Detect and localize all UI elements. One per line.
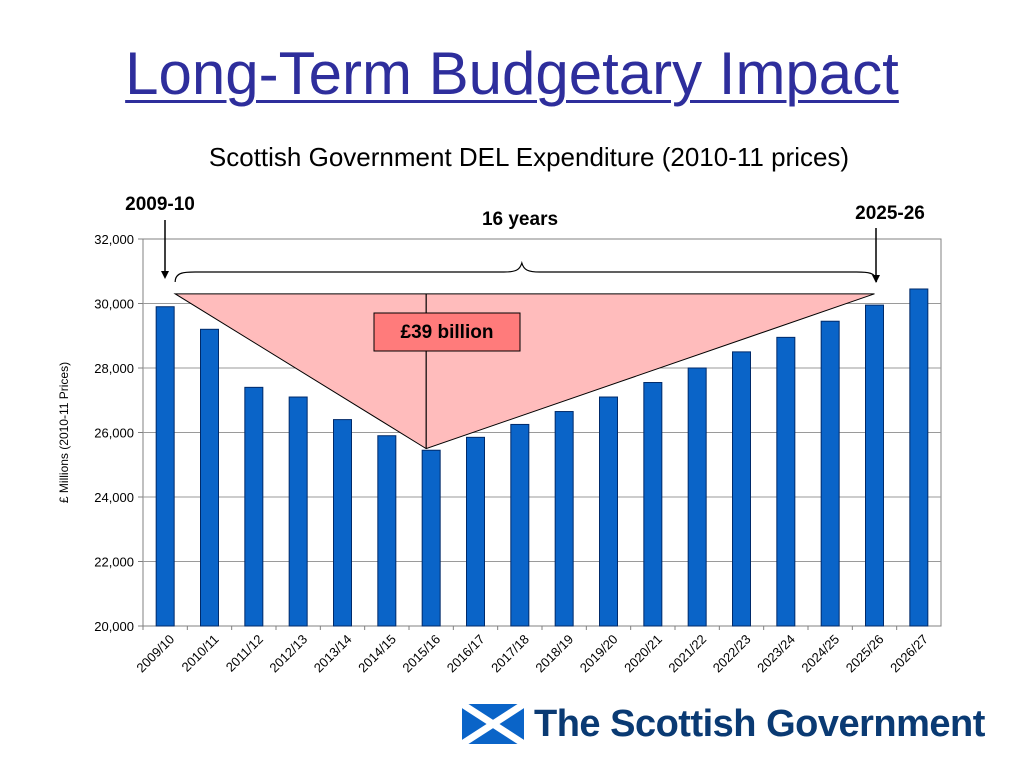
- y-axis-ticks: 20,000 22,000 24,000 26,000 28,000 30,000 32,0…: [57, 232, 143, 634]
- y-tick-label: 26,000: [94, 426, 134, 441]
- bar: [643, 382, 663, 627]
- y-tick-label: 30,000: [94, 297, 134, 312]
- bar: [466, 436, 485, 627]
- x-tick-label: 2019/20: [577, 632, 621, 676]
- x-tick-label: 2025/26: [843, 632, 887, 676]
- x-tick-label: 2017/18: [488, 632, 532, 676]
- x-tick-label: 2012/13: [266, 632, 310, 676]
- x-tick-label: 2022/23: [710, 632, 754, 676]
- span-label: 16 years: [482, 209, 558, 230]
- gap-label-box: [373, 312, 521, 352]
- bar: [200, 328, 219, 627]
- bar: [865, 304, 884, 627]
- bar: [909, 288, 929, 627]
- scottish-government-logo: The Scottish Government: [462, 700, 985, 750]
- slide-title: Long-Term Budgetary Impact: [125, 40, 899, 107]
- x-tick-label: 2016/17: [444, 632, 488, 676]
- x-tick-label: 2024/25: [798, 632, 842, 676]
- y-tick-label: 22,000: [94, 555, 134, 570]
- x-tick-label: 2023/24: [754, 632, 798, 676]
- bar: [155, 306, 175, 627]
- y-tick-label: 20,000: [94, 619, 134, 634]
- annotations: 2009-10 2025-26 16 years £39 billion: [125, 194, 925, 352]
- x-tick-label: 2015/16: [399, 632, 443, 676]
- x-tick-label: 2010/11: [178, 632, 221, 675]
- bar: [820, 320, 840, 627]
- x-tick-label: 2011/12: [223, 632, 266, 675]
- gap-triangle: [173, 293, 875, 450]
- end-year-label: 2025-26: [855, 203, 925, 224]
- bar: [244, 386, 264, 627]
- x-axis-ticks: 2009/10 2010/11 2011/12 2012/13 2013/14 2014/…: [133, 626, 931, 675]
- x-tick-label: 2014/15: [355, 632, 399, 676]
- bar: [333, 419, 352, 627]
- x-tick-label: 2018/19: [532, 632, 576, 676]
- end-arrow-head: [872, 275, 880, 283]
- gap-label: £39 billion: [401, 322, 494, 343]
- bar: [421, 449, 441, 627]
- bar: [732, 351, 751, 627]
- saltire-flag-icon: [462, 704, 524, 744]
- x-tick-label: 2013/14: [311, 632, 355, 676]
- period-brace: [174, 260, 878, 283]
- y-tick-label: 28,000: [94, 361, 134, 376]
- x-tick-label: 2026/27: [887, 632, 931, 676]
- bars: [155, 288, 929, 627]
- y-axis-label: £ Millions (2010-11 Prices): [57, 362, 71, 503]
- x-tick-label: 2009/10: [133, 632, 177, 676]
- bar: [288, 396, 308, 627]
- y-tick-label: 24,000: [94, 490, 134, 505]
- start-year-label: 2009-10: [125, 194, 195, 215]
- bar: [599, 396, 618, 627]
- start-arrow-head: [161, 271, 169, 279]
- bar: [776, 336, 796, 627]
- y-tick-label: 32,000: [94, 232, 134, 247]
- bar: [687, 367, 707, 627]
- bar: [510, 423, 530, 627]
- chart: 20,000 22,000 24,000 26,000 28,000 30,000 32,0…: [57, 194, 942, 675]
- logo-text: The Scottish Government: [534, 703, 985, 745]
- chart-title: Scottish Government DEL Expenditure (201…: [208, 142, 850, 172]
- x-tick-label: 2020/21: [621, 632, 665, 676]
- bar: [554, 411, 574, 627]
- x-tick-label: 2021/22: [665, 632, 709, 676]
- bar: [377, 435, 397, 627]
